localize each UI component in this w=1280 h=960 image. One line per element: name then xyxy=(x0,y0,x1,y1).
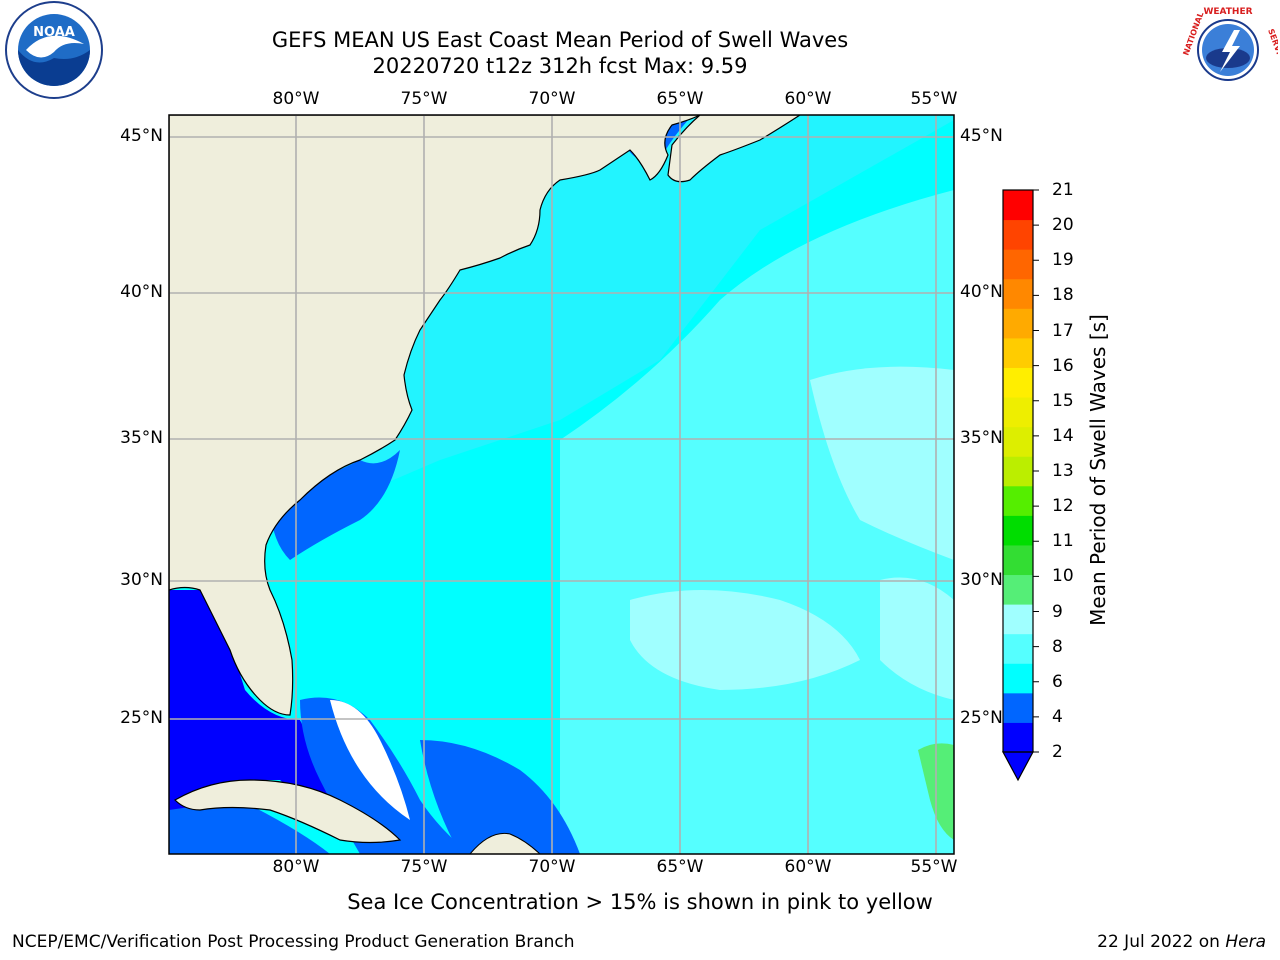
colorbar-segment xyxy=(1003,692,1033,723)
colorbar-segment xyxy=(1003,397,1033,428)
colorbar-segment xyxy=(1003,219,1033,250)
colorbar-tick-label: 9 xyxy=(1052,601,1063,622)
land-hispaniola xyxy=(469,832,541,854)
map-title: GEFS MEAN US East Coast Mean Period of S… xyxy=(271,28,849,52)
colorbar-tick-label: 21 xyxy=(1052,180,1074,200)
lat-label-right: 40°N xyxy=(960,282,1003,302)
lat-label-left: 45°N xyxy=(120,126,163,146)
land-cuba xyxy=(174,779,402,844)
ocean-field-4-caribbean xyxy=(420,740,580,854)
colorbar-segment xyxy=(1003,633,1033,664)
lat-label-right: 35°N xyxy=(960,428,1003,448)
lat-label-right: 45°N xyxy=(960,126,1003,146)
colorbar-segment xyxy=(1003,574,1033,605)
lon-label-bottom: 65°W xyxy=(656,857,704,877)
colorbar-tick-label: 13 xyxy=(1052,461,1074,481)
colorbar-tick-label: 20 xyxy=(1052,215,1074,236)
ocean-field-4-gulf xyxy=(169,800,330,854)
land-us-east-coast xyxy=(169,115,701,716)
colorbar-extend-arrow xyxy=(1001,751,1035,782)
colorbar-tick-label: 19 xyxy=(1052,250,1074,271)
land-nova-scotia xyxy=(667,115,802,183)
colorbar-tick-label: 4 xyxy=(1052,706,1063,727)
footer-credit: NCEP/EMC/Verification Post Processing Pr… xyxy=(12,932,575,952)
colorbar-segment xyxy=(1003,190,1033,221)
ocean-field-8-9 xyxy=(560,190,954,854)
lat-label-left: 40°N xyxy=(120,282,163,302)
lon-label-top: 75°W xyxy=(400,89,448,109)
svg-text:NOAA: NOAA xyxy=(33,25,75,40)
colorbar-segment xyxy=(1003,337,1033,368)
colorbar-tick-label: 6 xyxy=(1052,671,1063,692)
map-frame xyxy=(168,114,955,855)
lon-label-top: 55°W xyxy=(910,89,958,109)
map-subtitle: 20220720 t12z 312h fcst Max: 9.59 xyxy=(372,54,748,78)
colorbar-segment xyxy=(1003,663,1033,694)
colorbar-segment xyxy=(1003,426,1033,457)
colorbar-segment xyxy=(1003,485,1033,516)
graticule xyxy=(169,115,954,854)
ocean-field-light-south xyxy=(630,590,860,690)
lon-label-bottom: 55°W xyxy=(910,857,958,877)
colorbar xyxy=(1001,189,1039,782)
lat-label-right: 25°N xyxy=(960,708,1003,728)
lat-label-left: 25°N xyxy=(120,708,163,728)
colorbar-tick-label: 18 xyxy=(1052,285,1074,306)
colorbar-segment xyxy=(1003,308,1033,339)
colorbar-tick-label: 14 xyxy=(1052,425,1074,446)
colorbar-segment xyxy=(1003,278,1033,309)
colorbar-tick-label: 2 xyxy=(1052,742,1063,762)
colorbar-segment xyxy=(1003,515,1033,546)
nws-logo: WEATHER NATIONAL SERVICE xyxy=(1181,4,1278,96)
ocean-field-2-low-west xyxy=(169,590,330,810)
map-field xyxy=(169,115,954,854)
colorbar-segment xyxy=(1003,722,1033,753)
ocean-field-light-east xyxy=(810,366,954,560)
lat-label-left: 35°N xyxy=(120,428,163,448)
colorbar-tick-label: 17 xyxy=(1052,320,1074,341)
footer-date-text: 22 Jul 2022 on xyxy=(1097,932,1226,952)
lon-label-bottom: 80°W xyxy=(272,857,320,877)
colorbar-tick-label: 15 xyxy=(1052,390,1074,411)
colorbar-tick-label: 11 xyxy=(1052,531,1074,552)
lon-label-top: 80°W xyxy=(272,89,320,109)
colorbar-segment xyxy=(1003,604,1033,635)
lon-label-bottom: 70°W xyxy=(528,857,576,877)
lat-label-left: 30°N xyxy=(120,570,163,590)
sea-ice-note: Sea Ice Concentration > 15% is shown in … xyxy=(347,890,933,914)
colorbar-segment xyxy=(1003,456,1033,487)
lon-label-top: 60°W xyxy=(784,89,832,109)
colorbar-tick-label: 10 xyxy=(1052,566,1074,587)
svg-text:SERVICE: SERVICE xyxy=(1266,28,1278,67)
lat-label-right: 30°N xyxy=(960,570,1003,590)
colorbar-segment xyxy=(1003,249,1033,280)
colorbar-tick-label: 16 xyxy=(1052,355,1074,376)
lon-label-top: 65°W xyxy=(656,89,704,109)
colorbar-tick-label: 8 xyxy=(1052,636,1063,657)
colorbar-segment xyxy=(1003,367,1033,398)
bahamas-banks xyxy=(330,700,410,820)
noaa-logo: NOAA xyxy=(5,1,103,99)
svg-text:WEATHER: WEATHER xyxy=(1203,7,1252,17)
footer-machine: Hera xyxy=(1225,932,1266,952)
colorbar-title: Mean Period of Swell Waves [s] xyxy=(1086,314,1110,626)
lon-label-bottom: 75°W xyxy=(400,857,448,877)
colorbar-segment xyxy=(1003,544,1033,576)
lon-label-top: 70°W xyxy=(528,89,576,109)
footer-date: 22 Jul 2022 on Hera xyxy=(1097,932,1266,952)
ocean-field-4-carolina xyxy=(270,450,400,560)
colorbar-tick-label: 12 xyxy=(1052,496,1074,517)
lon-label-bottom: 60°W xyxy=(784,857,832,877)
